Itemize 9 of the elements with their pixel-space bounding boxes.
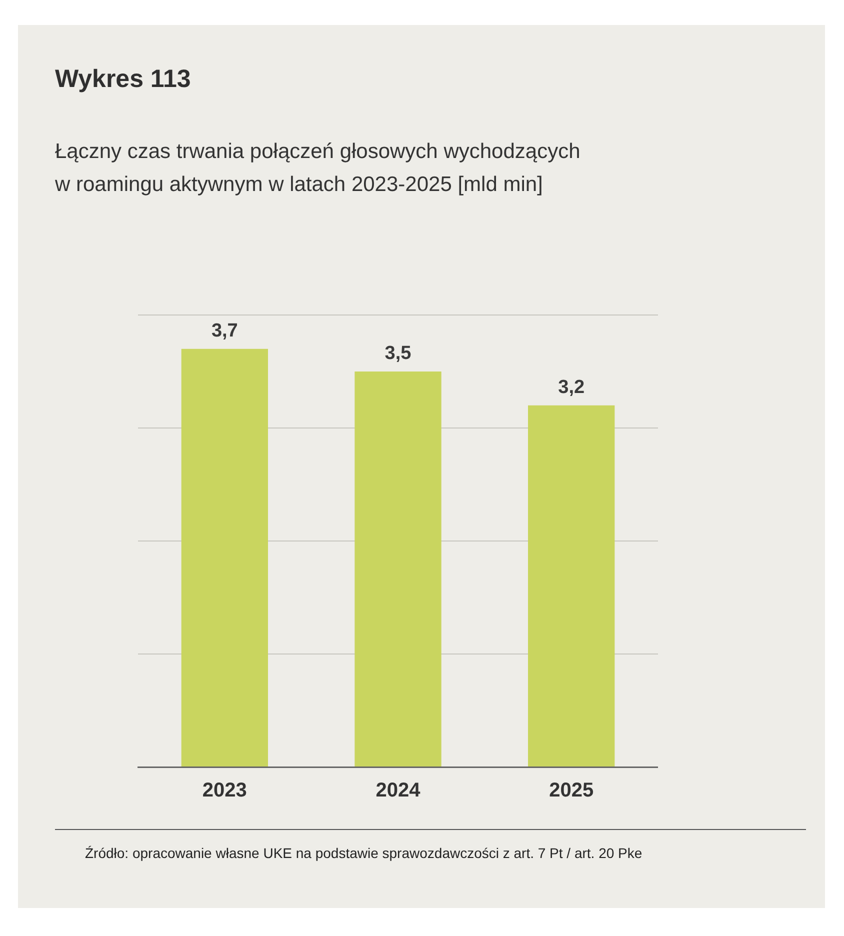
chart-title: Wykres 113 bbox=[55, 65, 191, 94]
x-tick-label: 2024 bbox=[376, 780, 422, 802]
text: Źródło: opracowanie własne UKE na podstawie sprawozdawczości z art. 7 Pt / art. 20 Pke bbox=[85, 845, 642, 861]
data-label: 3,2 bbox=[558, 377, 585, 398]
x-tick-label: 2023 bbox=[202, 780, 247, 802]
chart-subtitle: Łączny czas trwania połączeń głosowych wychodzących w roamingu aktywnym w latach 2023-2025 [mld min] bbox=[55, 139, 580, 198]
data-label: 3,7 bbox=[211, 320, 238, 342]
data-label: 3,5 bbox=[384, 343, 412, 364]
x-tick-label: 2025 bbox=[549, 780, 594, 802]
